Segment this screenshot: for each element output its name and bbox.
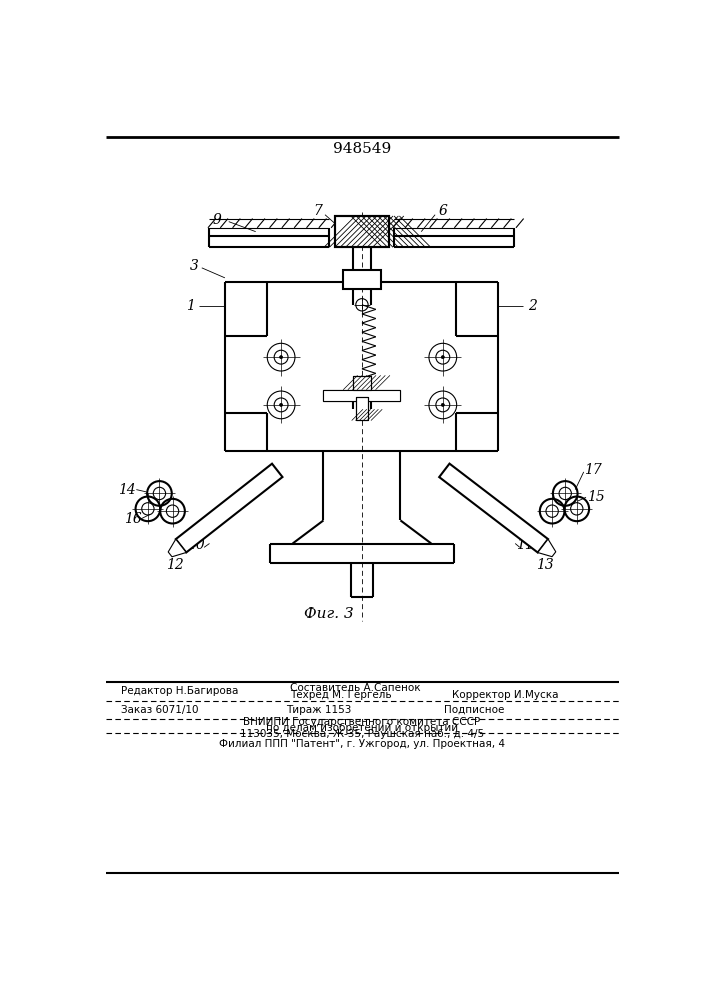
Polygon shape <box>439 464 548 553</box>
Bar <box>356 397 368 420</box>
Text: 3: 3 <box>189 259 199 273</box>
Text: ВНИИПИ Государственного комитета СССР: ВНИИПИ Государственного комитета СССР <box>243 717 481 727</box>
Text: Тираж 1153: Тираж 1153 <box>286 705 352 715</box>
Text: по делам изобретений и открытий: по делам изобретений и открытий <box>266 723 458 733</box>
Text: 17: 17 <box>585 463 602 477</box>
Text: Редактор Н.Багирова: Редактор Н.Багирова <box>121 686 238 696</box>
Circle shape <box>441 356 444 359</box>
Bar <box>353 376 371 389</box>
Text: Филиал ППП "Патент", г. Ужгород, ул. Проектная, 4: Филиал ППП "Патент", г. Ужгород, ул. Про… <box>219 739 505 749</box>
Text: 14: 14 <box>118 483 136 497</box>
Text: Заказ 6071/10: Заказ 6071/10 <box>121 705 199 715</box>
Text: 948549: 948549 <box>333 142 391 156</box>
Polygon shape <box>538 539 556 557</box>
Circle shape <box>279 403 283 406</box>
Text: Корректор И.Муска: Корректор И.Муска <box>452 690 559 700</box>
Text: 12: 12 <box>166 558 184 572</box>
Text: 15: 15 <box>587 490 604 504</box>
Text: 1: 1 <box>186 299 194 313</box>
Bar <box>335 216 389 247</box>
Text: 9: 9 <box>213 213 221 227</box>
Text: 7: 7 <box>313 204 322 218</box>
Text: 2: 2 <box>528 299 537 313</box>
Text: Подписное: Подписное <box>444 705 505 715</box>
Circle shape <box>441 403 444 406</box>
Text: 16: 16 <box>124 512 141 526</box>
Bar <box>353 376 371 389</box>
Text: 113035, Москва, Ж-35, Раушская наб., д. 4/5: 113035, Москва, Ж-35, Раушская наб., д. … <box>240 729 484 739</box>
Polygon shape <box>168 539 186 557</box>
Bar <box>343 270 381 289</box>
Bar <box>335 216 389 247</box>
Text: 11: 11 <box>516 538 534 552</box>
Bar <box>356 397 368 420</box>
Circle shape <box>279 356 283 359</box>
Text: 6: 6 <box>438 204 448 218</box>
Text: Фиг. 3: Фиг. 3 <box>304 607 354 621</box>
Polygon shape <box>176 464 283 552</box>
Text: 13: 13 <box>536 558 554 572</box>
Text: Техред М. Гергель: Техред М. Гергель <box>291 690 392 700</box>
Bar <box>324 390 400 401</box>
Text: Составитель А.Сапенок: Составитель А.Сапенок <box>291 683 421 693</box>
Text: 10: 10 <box>187 538 205 552</box>
